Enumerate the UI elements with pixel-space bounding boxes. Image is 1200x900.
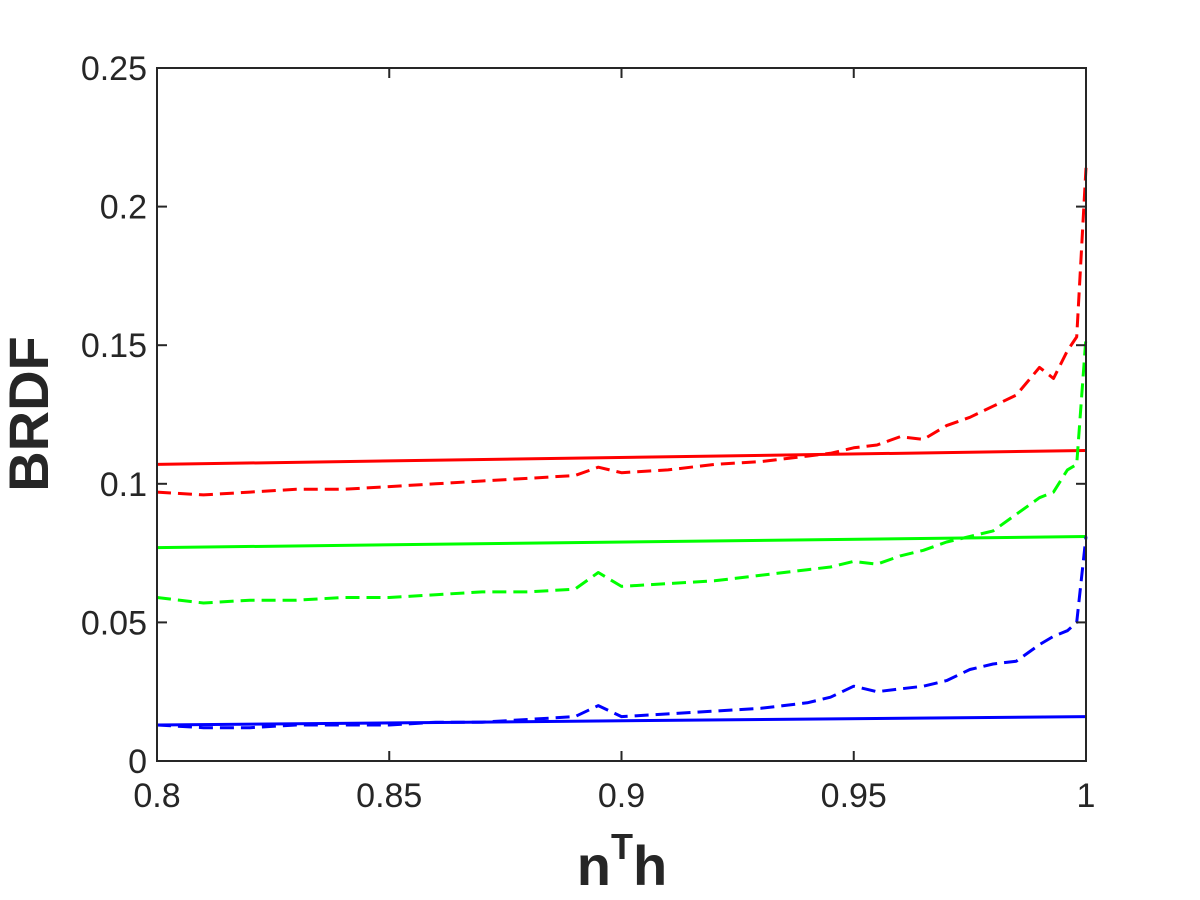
series-line-4-dashed	[156, 336, 1088, 605]
y-tick-label: 0.25	[81, 50, 147, 88]
series-line-1-solid	[156, 449, 1087, 466]
y-axis-title: BRDF	[0, 336, 60, 492]
series-line-3-solid	[156, 535, 1087, 550]
x-axis-title-tail: h	[633, 834, 667, 897]
series-layer	[156, 167, 1088, 730]
y-tick-label: 0.2	[100, 189, 147, 227]
x-axis-title: nTh	[577, 826, 667, 897]
y-tick-labels: 0 0.05 0.1 0.15 0.2 0.25	[81, 50, 147, 781]
x-axis-title-base: n	[577, 834, 611, 897]
plot-area-frame	[156, 67, 1087, 762]
y-tick-label: 0.1	[100, 466, 147, 504]
x-tick-label: 0.85	[356, 777, 422, 815]
y-tick-label: 0.15	[81, 327, 147, 365]
x-tick-label: 0.8	[133, 777, 180, 815]
series-line-6-dashed	[156, 536, 1088, 730]
x-tick-label: 1	[1077, 777, 1096, 815]
y-tick-label: 0	[128, 743, 147, 781]
x-tick-labels: 0.8 0.85 0.9 0.95 1	[133, 777, 1095, 815]
plot-area-background	[157, 68, 1086, 761]
y-tick-label: 0.05	[81, 604, 147, 642]
x-axis-title-superscript: T	[611, 826, 633, 867]
series-line-2-dashed	[156, 167, 1088, 497]
x-tick-label: 0.95	[821, 777, 887, 815]
x-tick-label: 0.9	[598, 777, 645, 815]
